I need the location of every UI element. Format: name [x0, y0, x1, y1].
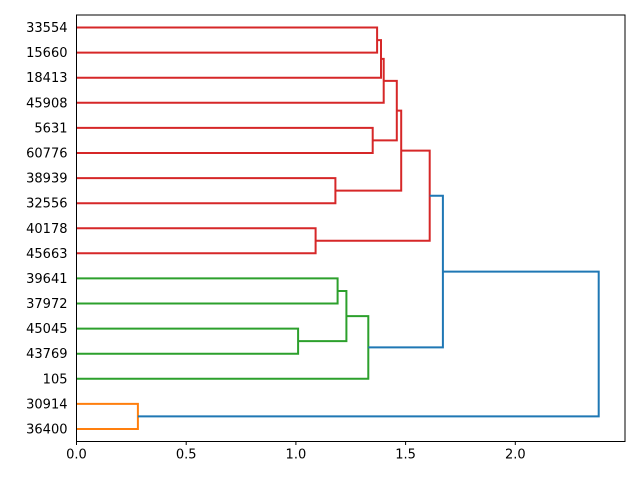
x-axis-ticks — [76, 441, 516, 445]
leaf-label-38939: 38939 — [26, 172, 67, 187]
dendrogram-link-m5 — [372, 79, 398, 142]
x-tick-label: 2.0 — [505, 448, 526, 463]
leaf-label-30914: 30914 — [26, 397, 67, 412]
leaf-label-32556: 32556 — [26, 197, 67, 212]
dendrogram-link-g2 — [76, 327, 300, 355]
dendrogram-link-g1 — [76, 277, 339, 305]
leaf-label-45908: 45908 — [26, 96, 67, 111]
leaf-label-15660: 15660 — [26, 46, 67, 61]
x-tick-label: 1.5 — [395, 448, 416, 463]
dendrogram-link-m89 — [76, 227, 317, 255]
leaf-label-33554: 33554 — [26, 21, 67, 36]
dendrogram-link-m3 — [76, 57, 385, 104]
leaf-label-43769: 43769 — [26, 347, 67, 362]
dendrogram-link-g3 — [298, 290, 348, 343]
leaf-label-36400: 36400 — [26, 422, 67, 437]
leaf-label-5631: 5631 — [34, 121, 67, 136]
leaf-label-105: 105 — [43, 372, 68, 387]
x-tick-label: 1.0 — [286, 448, 307, 463]
dendrogram-link-o1 — [76, 402, 139, 430]
dendrogram-link-m8 — [315, 149, 431, 242]
dendrogram-link-m7 — [335, 109, 403, 192]
leaf-label-37972: 37972 — [26, 297, 67, 312]
x-tick-label: 0.0 — [66, 448, 87, 463]
x-tick-label: 0.5 — [176, 448, 197, 463]
dendrogram-link-b1 — [368, 194, 444, 349]
dendrogram-link-m2 — [76, 39, 382, 79]
x-axis-tick-labels: 0.0 0.5 1.0 1.5 2.0 — [66, 448, 525, 463]
dendrogram-link-m4 — [76, 126, 374, 154]
leaf-label-60776: 60776 — [26, 146, 67, 161]
dendrogram-link-m6 — [76, 177, 337, 205]
leaf-label-45663: 45663 — [26, 247, 67, 262]
plot-border — [76, 14, 626, 442]
leaf-label-40178: 40178 — [26, 222, 67, 237]
leaf-label-18413: 18413 — [26, 71, 67, 86]
dendrogram-link-m1 — [76, 26, 379, 54]
leaf-labels: 33554 15660 18413 45908 5631 60776 38939 32556 4… — [26, 21, 67, 437]
leaf-label-39641: 39641 — [26, 272, 67, 287]
dendrogram-link-root — [137, 270, 600, 418]
dendrogram-links — [76, 26, 600, 430]
dendrogram-link-g4 — [76, 315, 370, 380]
leaf-label-45045: 45045 — [26, 322, 67, 337]
